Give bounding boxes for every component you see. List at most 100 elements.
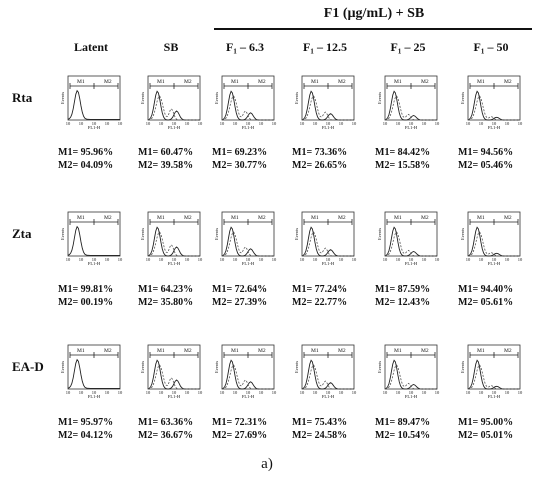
column-label: SB (163, 40, 179, 54)
histogram-curve-overlay (384, 364, 437, 390)
x-tick-label: 10 (300, 121, 305, 126)
histogram-curve-overlay (301, 364, 354, 390)
histogram-panel: M1 M2 Events 10 10 10 10 10 FL1-H (60, 64, 124, 130)
x-tick-label: 10 (246, 390, 251, 395)
x-tick-label: 10 (422, 121, 427, 126)
x-tick-label: 10 (118, 257, 123, 262)
gate-stats: M1= 69.23% M2= 30.77% (212, 146, 292, 172)
gate-m1-label: M1 (231, 348, 239, 354)
x-tick-label: 10 (505, 257, 510, 262)
gate-m2-label: M2 (338, 215, 346, 221)
x-tick-label: 10 (326, 257, 331, 262)
x-tick-label: 10 (92, 121, 97, 126)
histogram-panel: M1 M2 Events 10 10 10 10 10 FL1-H (214, 64, 278, 130)
x-tick-label: 10 (198, 257, 203, 262)
x-tick-label: 10 (198, 390, 203, 395)
plot-frame (301, 75, 355, 121)
plot-frame (467, 344, 521, 390)
x-tick-label: 10 (313, 257, 318, 262)
x-tick-label: 10 (105, 257, 110, 262)
x-axis-label: FL1-H (88, 261, 101, 266)
gate-m2-label: M2 (258, 79, 266, 85)
stat-m2: M2= 22.77% (292, 297, 348, 308)
histogram-panel: M1 M2 Events 10 10 10 10 10 FL1-H (214, 333, 278, 399)
stat-m2: M2= 04.09% (58, 160, 114, 171)
stat-m1: M1= 89.47% (375, 417, 431, 428)
stat-m2: M2= 12.43% (375, 297, 431, 308)
x-tick-label: 10 (505, 121, 510, 126)
plot-frame (221, 344, 275, 390)
gate-m1-label: M1 (77, 348, 85, 354)
histogram-panel: M1 M2 Events 10 10 10 10 10 FL1-H (460, 64, 524, 130)
x-tick-label: 10 (79, 257, 84, 262)
x-axis-label: FL1-H (242, 125, 255, 130)
x-axis-label: FL1-H (242, 394, 255, 399)
row-label: Zta (12, 226, 32, 241)
gate-stats: M1= 64.23% M2= 35.80% (138, 283, 218, 309)
x-axis-label: FL1-H (88, 394, 101, 399)
plot-frame (221, 75, 275, 121)
gate-m1-label: M1 (394, 79, 402, 85)
plot-frame (467, 75, 521, 121)
x-axis-label: FL1-H (405, 394, 418, 399)
x-tick-label: 10 (159, 390, 164, 395)
plot-frame (67, 75, 121, 121)
gate-stats: M1= 95.97% M2= 04.12% (58, 416, 138, 442)
histogram-panel: M1 M2 Events 10 10 10 10 10 FL1-H (294, 333, 358, 399)
x-tick-label: 10 (220, 257, 225, 262)
stat-m1: M1= 60.47% (138, 147, 194, 158)
x-tick-label: 10 (466, 257, 471, 262)
stat-m1: M1= 77.24% (292, 284, 348, 295)
x-axis-label: FL1-H (488, 125, 501, 130)
y-axis-label: Events (60, 361, 65, 373)
x-tick-label: 10 (146, 257, 151, 262)
histogram-panel: M1 M2 Events 10 10 10 10 10 FL1-H (60, 333, 124, 399)
x-tick-label: 10 (146, 390, 151, 395)
plot-frame (384, 211, 438, 257)
plot-frame (221, 211, 275, 257)
x-tick-label: 10 (66, 390, 71, 395)
gate-m1-label: M1 (77, 215, 85, 221)
histogram-panel: M1 M2 Events 10 10 10 10 10 FL1-H (214, 200, 278, 266)
x-tick-label: 10 (313, 121, 318, 126)
histogram-curve-overlay (221, 95, 274, 121)
y-axis-label: Events (214, 228, 219, 240)
histogram-panel: M1 M2 Events 10 10 10 10 10 FL1-H (460, 333, 524, 399)
x-tick-label: 10 (259, 390, 264, 395)
gate-m2-label: M2 (338, 79, 346, 85)
stat-m1: M1= 84.42% (375, 147, 431, 158)
gate-stats: M1= 63.36% M2= 36.67% (138, 416, 218, 442)
x-tick-label: 10 (185, 121, 190, 126)
gate-m2-label: M2 (184, 348, 192, 354)
figure-caption: a) (261, 456, 273, 472)
x-tick-label: 10 (79, 121, 84, 126)
x-tick-label: 10 (66, 121, 71, 126)
x-tick-label: 10 (220, 121, 225, 126)
plot-frame (67, 211, 121, 257)
x-tick-label: 10 (272, 390, 277, 395)
x-tick-label: 10 (518, 121, 523, 126)
x-tick-label: 10 (326, 121, 331, 126)
histogram-curve (467, 90, 520, 121)
y-axis-label: Events (294, 361, 299, 373)
x-tick-label: 10 (159, 121, 164, 126)
stat-m2: M2= 05.61% (458, 297, 514, 308)
gate-m2-label: M2 (421, 215, 429, 221)
stat-m2: M2= 15.58% (375, 160, 431, 171)
plot-frame (67, 344, 121, 390)
x-tick-label: 10 (479, 390, 484, 395)
x-tick-label: 10 (466, 121, 471, 126)
gate-stats: M1= 84.42% M2= 15.58% (375, 146, 455, 172)
stat-m2: M2= 39.58% (138, 160, 194, 171)
gate-stats: M1= 94.56% M2= 05.46% (458, 146, 534, 172)
stat-m1: M1= 95.96% (58, 147, 114, 158)
stat-m2: M2= 36.67% (138, 430, 194, 441)
gate-stats: M1= 73.36% M2= 26.65% (292, 146, 372, 172)
x-tick-label: 10 (352, 257, 357, 262)
plot-frame (147, 344, 201, 390)
plot-frame (384, 75, 438, 121)
